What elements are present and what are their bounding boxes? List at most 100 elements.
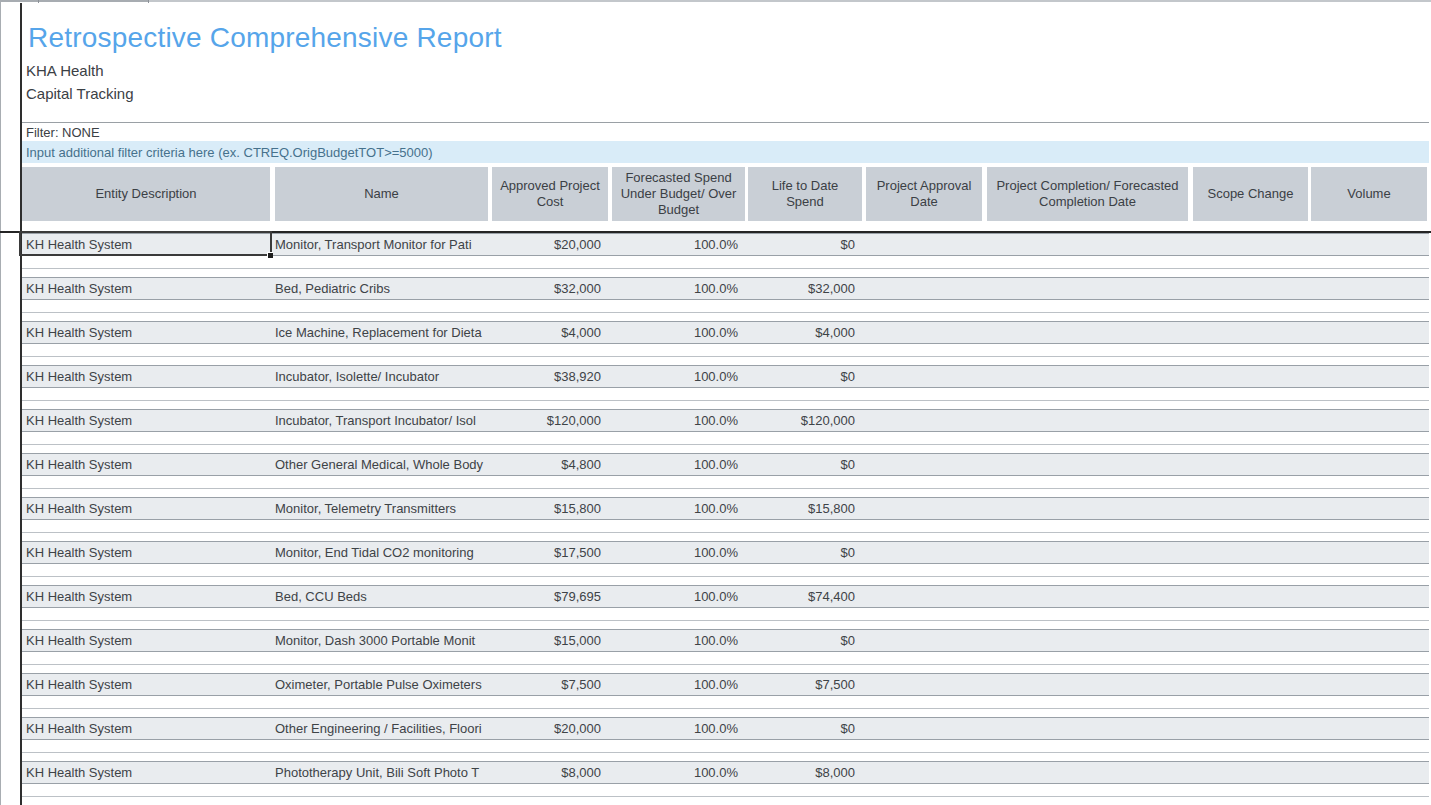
- cell-forecast-pct[interactable]: 100.0%: [694, 281, 738, 296]
- table-row[interactable]: KH Health System Bed, Pediatric Cribs $3…: [22, 277, 1429, 300]
- cell-approved-cost[interactable]: $120,000: [547, 413, 601, 428]
- cell-forecast-pct[interactable]: 100.0%: [694, 237, 738, 252]
- table-row[interactable]: KH Health System Ice Machine, Replacemen…: [22, 321, 1429, 344]
- cell-approved-cost[interactable]: $32,000: [554, 281, 601, 296]
- cell-approved-cost[interactable]: $4,800: [561, 457, 601, 472]
- cell-life-to-date[interactable]: $74,400: [808, 589, 855, 604]
- filter-criteria-input[interactable]: Input additional filter criteria here (e…: [22, 141, 1429, 163]
- table-row[interactable]: KH Health System Phototherapy Unit, Bili…: [22, 761, 1429, 784]
- cell-entity[interactable]: KH Health System: [26, 369, 132, 384]
- cell-approved-cost[interactable]: $20,000: [554, 237, 601, 252]
- cell-approved-cost[interactable]: $7,500: [561, 677, 601, 692]
- cell-entity[interactable]: KH Health System: [26, 677, 132, 692]
- cell-name[interactable]: Other Engineering / Facilities, Floori: [275, 721, 482, 736]
- cell-entity[interactable]: KH Health System: [26, 589, 132, 604]
- strip-tick: [38, 0, 39, 3]
- column-header-approved-project-cost[interactable]: Approved Project Cost: [492, 167, 608, 221]
- row-divider: [22, 400, 1429, 401]
- filter-status-label: Filter: NONE: [26, 125, 100, 140]
- strip-tick: [148, 0, 149, 3]
- cell-name[interactable]: Monitor, Transport Monitor for Pati: [275, 237, 472, 252]
- cell-entity[interactable]: KH Health System: [26, 545, 132, 560]
- cell-approved-cost[interactable]: $17,500: [554, 545, 601, 560]
- cell-life-to-date[interactable]: $0: [841, 237, 855, 252]
- selected-cell-outline[interactable]: [19, 231, 272, 256]
- cell-life-to-date[interactable]: $0: [841, 721, 855, 736]
- cell-life-to-date[interactable]: $0: [841, 545, 855, 560]
- cell-approved-cost[interactable]: $4,000: [561, 325, 601, 340]
- cell-forecast-pct[interactable]: 100.0%: [694, 633, 738, 648]
- cell-life-to-date[interactable]: $120,000: [801, 413, 855, 428]
- cell-forecast-pct[interactable]: 100.0%: [694, 369, 738, 384]
- cell-entity[interactable]: KH Health System: [26, 457, 132, 472]
- column-header-project-approval-date[interactable]: Project Approval Date: [866, 167, 982, 221]
- cell-approved-cost[interactable]: $20,000: [554, 721, 601, 736]
- row-divider: [22, 268, 1429, 269]
- table-row[interactable]: KH Health System Incubator, Isolette/ In…: [22, 365, 1429, 388]
- cell-life-to-date[interactable]: $8,000: [815, 765, 855, 780]
- cell-forecast-pct[interactable]: 100.0%: [694, 501, 738, 516]
- cell-forecast-pct[interactable]: 100.0%: [694, 677, 738, 692]
- cell-name[interactable]: Phototherapy Unit, Bili Soft Photo T: [275, 765, 479, 780]
- cell-entity[interactable]: KH Health System: [26, 633, 132, 648]
- cell-life-to-date[interactable]: $0: [841, 633, 855, 648]
- cell-forecast-pct[interactable]: 100.0%: [694, 545, 738, 560]
- cell-approved-cost[interactable]: $15,000: [554, 633, 601, 648]
- column-header-scope-change[interactable]: Scope Change: [1193, 167, 1308, 221]
- cell-life-to-date[interactable]: $0: [841, 457, 855, 472]
- cell-entity[interactable]: KH Health System: [26, 281, 132, 296]
- cell-life-to-date[interactable]: $4,000: [815, 325, 855, 340]
- row-divider: [22, 356, 1429, 357]
- table-row[interactable]: KH Health System Other General Medical, …: [22, 453, 1429, 476]
- cell-life-to-date[interactable]: $15,800: [808, 501, 855, 516]
- cell-entity[interactable]: KH Health System: [26, 765, 132, 780]
- cell-life-to-date[interactable]: $0: [841, 369, 855, 384]
- cell-name[interactable]: Monitor, Telemetry Transmitters: [275, 501, 456, 516]
- cell-forecast-pct[interactable]: 100.0%: [694, 721, 738, 736]
- table-row[interactable]: KH Health System Other Engineering / Fac…: [22, 717, 1429, 740]
- cell-name[interactable]: Incubator, Transport Incubator/ Isol: [275, 413, 476, 428]
- cell-forecast-pct[interactable]: 100.0%: [694, 589, 738, 604]
- cell-approved-cost[interactable]: $38,920: [554, 369, 601, 384]
- column-header-entity-description[interactable]: Entity Description: [22, 167, 270, 221]
- column-header-name[interactable]: Name: [275, 167, 488, 221]
- table-row[interactable]: KH Health System Monitor, Dash 3000 Port…: [22, 629, 1429, 652]
- table-row[interactable]: KH Health System Monitor, Telemetry Tran…: [22, 497, 1429, 520]
- cell-life-to-date[interactable]: $7,500: [815, 677, 855, 692]
- cell-name[interactable]: Monitor, End Tidal CO2 monitoring: [275, 545, 474, 560]
- cell-name[interactable]: Ice Machine, Replacement for Dieta: [275, 325, 482, 340]
- column-header-life-to-date-spend[interactable]: Life to Date Spend: [748, 167, 862, 221]
- cell-forecast-pct[interactable]: 100.0%: [694, 765, 738, 780]
- cell-name[interactable]: Oximeter, Portable Pulse Oximeters: [275, 677, 482, 692]
- cell-entity[interactable]: KH Health System: [26, 721, 132, 736]
- window-top-strip-segment: [0, 0, 148, 2]
- cell-forecast-pct[interactable]: 100.0%: [694, 413, 738, 428]
- filter-criteria-hint: Input additional filter criteria here (e…: [26, 145, 433, 160]
- cell-name[interactable]: Other General Medical, Whole Body: [275, 457, 483, 472]
- cell-name[interactable]: Monitor, Dash 3000 Portable Monit: [275, 633, 475, 648]
- cell-entity[interactable]: KH Health System: [26, 413, 132, 428]
- cell-life-to-date[interactable]: $32,000: [808, 281, 855, 296]
- cell-approved-cost[interactable]: $15,800: [554, 501, 601, 516]
- cell-approved-cost[interactable]: $8,000: [561, 765, 601, 780]
- table-row[interactable]: KH Health System Oximeter, Portable Puls…: [22, 673, 1429, 696]
- table-row[interactable]: KH Health System Incubator, Transport In…: [22, 409, 1429, 432]
- cell-name[interactable]: Incubator, Isolette/ Incubator: [275, 369, 439, 384]
- cell-name[interactable]: Bed, Pediatric Cribs: [275, 281, 390, 296]
- cell-entity[interactable]: KH Health System: [26, 325, 132, 340]
- cell-approved-cost[interactable]: $79,695: [554, 589, 601, 604]
- cell-forecast-pct[interactable]: 100.0%: [694, 325, 738, 340]
- row-divider: [22, 752, 1429, 753]
- row-divider: [22, 488, 1429, 489]
- cell-name[interactable]: Bed, CCU Beds: [275, 589, 367, 604]
- table-row[interactable]: KH Health System Bed, CCU Beds $79,695 1…: [22, 585, 1429, 608]
- column-header-volume[interactable]: Volume: [1311, 167, 1427, 221]
- selection-fill-handle[interactable]: [267, 252, 273, 258]
- column-header-forecasted-spend[interactable]: Forecasted Spend Under Budget/ Over Budg…: [612, 167, 745, 221]
- table-row[interactable]: KH Health System Monitor, End Tidal CO2 …: [22, 541, 1429, 564]
- column-header-project-completion-date[interactable]: Project Completion/ Forecasted Completio…: [987, 167, 1188, 221]
- cell-entity[interactable]: KH Health System: [26, 501, 132, 516]
- row-divider: [22, 532, 1429, 533]
- row-divider: [22, 444, 1429, 445]
- cell-forecast-pct[interactable]: 100.0%: [694, 457, 738, 472]
